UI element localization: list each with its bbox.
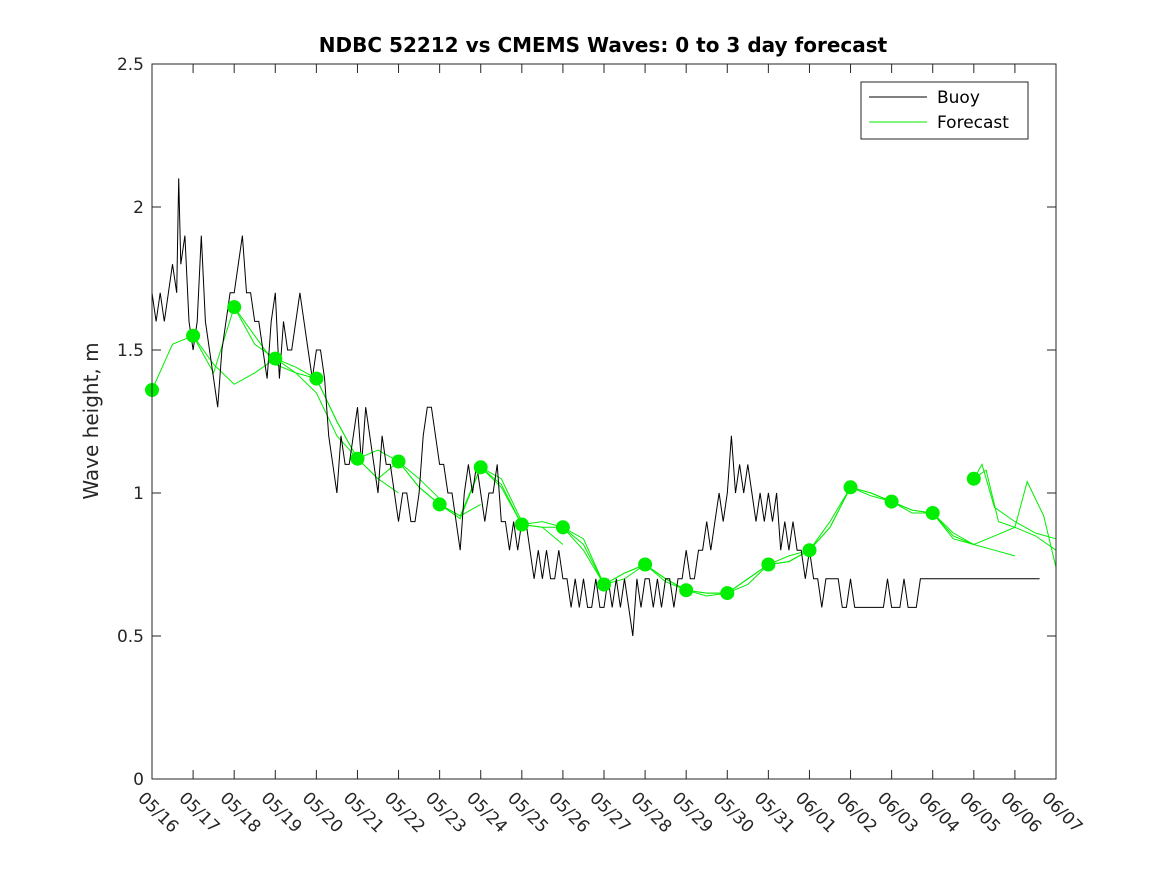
forecast-marker-10 <box>555 520 570 535</box>
legend: Buoy Forecast <box>860 81 1029 140</box>
forecast-marker-17 <box>843 480 858 495</box>
x-tick-label-11: 05/27 <box>585 788 634 837</box>
x-tick-label-1: 05/17 <box>175 788 224 837</box>
x-tick-label-7: 05/23 <box>421 788 470 837</box>
y-tick-label-3: 1.5 <box>117 341 144 361</box>
forecast-marker-13 <box>679 583 694 598</box>
x-tick-label-13: 05/29 <box>668 788 717 837</box>
x-tick-label-4: 05/20 <box>298 788 347 837</box>
legend-box <box>860 81 1029 140</box>
forecast-line-20 <box>973 463 1057 540</box>
forecast-marker-7 <box>432 497 447 512</box>
x-tick-label-16: 06/01 <box>791 788 840 837</box>
y-tick-label-5: 2.5 <box>117 55 144 75</box>
forecast-marker-20 <box>966 471 981 486</box>
forecast-line-4 <box>315 378 440 500</box>
forecast-marker-14 <box>720 586 735 601</box>
y-tick-label-2: 1 <box>133 484 144 504</box>
forecast-line-8 <box>480 466 605 585</box>
plot-area: 00.511.522.505/1605/1705/1805/1905/2005/… <box>117 55 1086 837</box>
y-tick-label-4: 2 <box>133 198 144 218</box>
plot-background <box>152 64 1056 779</box>
x-tick-label-14: 05/30 <box>709 788 758 837</box>
x-tick-label-8: 05/24 <box>462 788 511 837</box>
forecast-marker-6 <box>391 454 406 469</box>
forecast-marker-8 <box>473 460 488 475</box>
forecast-line-2 <box>233 306 358 460</box>
forecast-marker-9 <box>514 517 529 532</box>
forecast-marker-19 <box>925 506 940 520</box>
forecast-line-17 <box>850 486 974 545</box>
forecast-marker-16 <box>802 543 817 558</box>
forecast-marker-4 <box>309 371 324 386</box>
y-tick-label-1: 0.5 <box>117 627 144 647</box>
forecast-marker-12 <box>638 557 653 572</box>
y-axis-label: Wave height, m <box>79 342 103 499</box>
y-tick-label-0: 0 <box>133 770 144 790</box>
x-tick-label-18: 06/03 <box>873 788 922 837</box>
forecast-line-18 <box>891 501 1016 557</box>
x-tick-label-6: 05/22 <box>380 788 429 837</box>
forecast-marker-1 <box>186 328 201 343</box>
legend-label-buoy: Buoy <box>937 88 980 108</box>
x-tick-label-2: 05/18 <box>216 788 265 837</box>
forecast-line-0 <box>151 335 276 391</box>
x-tick-label-15: 05/31 <box>750 788 799 837</box>
forecast-marker-3 <box>268 351 283 366</box>
x-tick-label-3: 05/19 <box>257 788 306 837</box>
legend-label-forecast: Forecast <box>937 113 1009 133</box>
forecast-marker-2 <box>227 300 242 315</box>
chart-title: NDBC 52212 vs CMEMS Waves: 0 to 3 day fo… <box>319 33 888 57</box>
x-tick-label-19: 06/04 <box>914 788 963 837</box>
x-tick-label-17: 06/02 <box>832 788 881 837</box>
x-tick-label-0: 05/16 <box>133 788 182 837</box>
x-tick-label-20: 06/05 <box>955 788 1004 837</box>
forecast-line-19 <box>932 512 1057 551</box>
x-tick-label-10: 05/26 <box>544 788 593 837</box>
forecast-marker-18 <box>884 494 899 509</box>
forecast-marker-15 <box>761 557 776 572</box>
x-tick-label-21: 06/06 <box>996 788 1045 837</box>
x-tick-label-5: 05/21 <box>339 788 388 837</box>
forecast-line-21 <box>973 469 1057 568</box>
x-tick-label-22: 06/07 <box>1037 788 1086 837</box>
forecast-marker-5 <box>350 451 365 466</box>
buoy-line <box>151 178 1040 637</box>
x-tick-label-9: 05/25 <box>503 788 552 837</box>
x-tick-label-12: 05/28 <box>627 788 676 837</box>
forecast-marker-11 <box>597 577 611 592</box>
